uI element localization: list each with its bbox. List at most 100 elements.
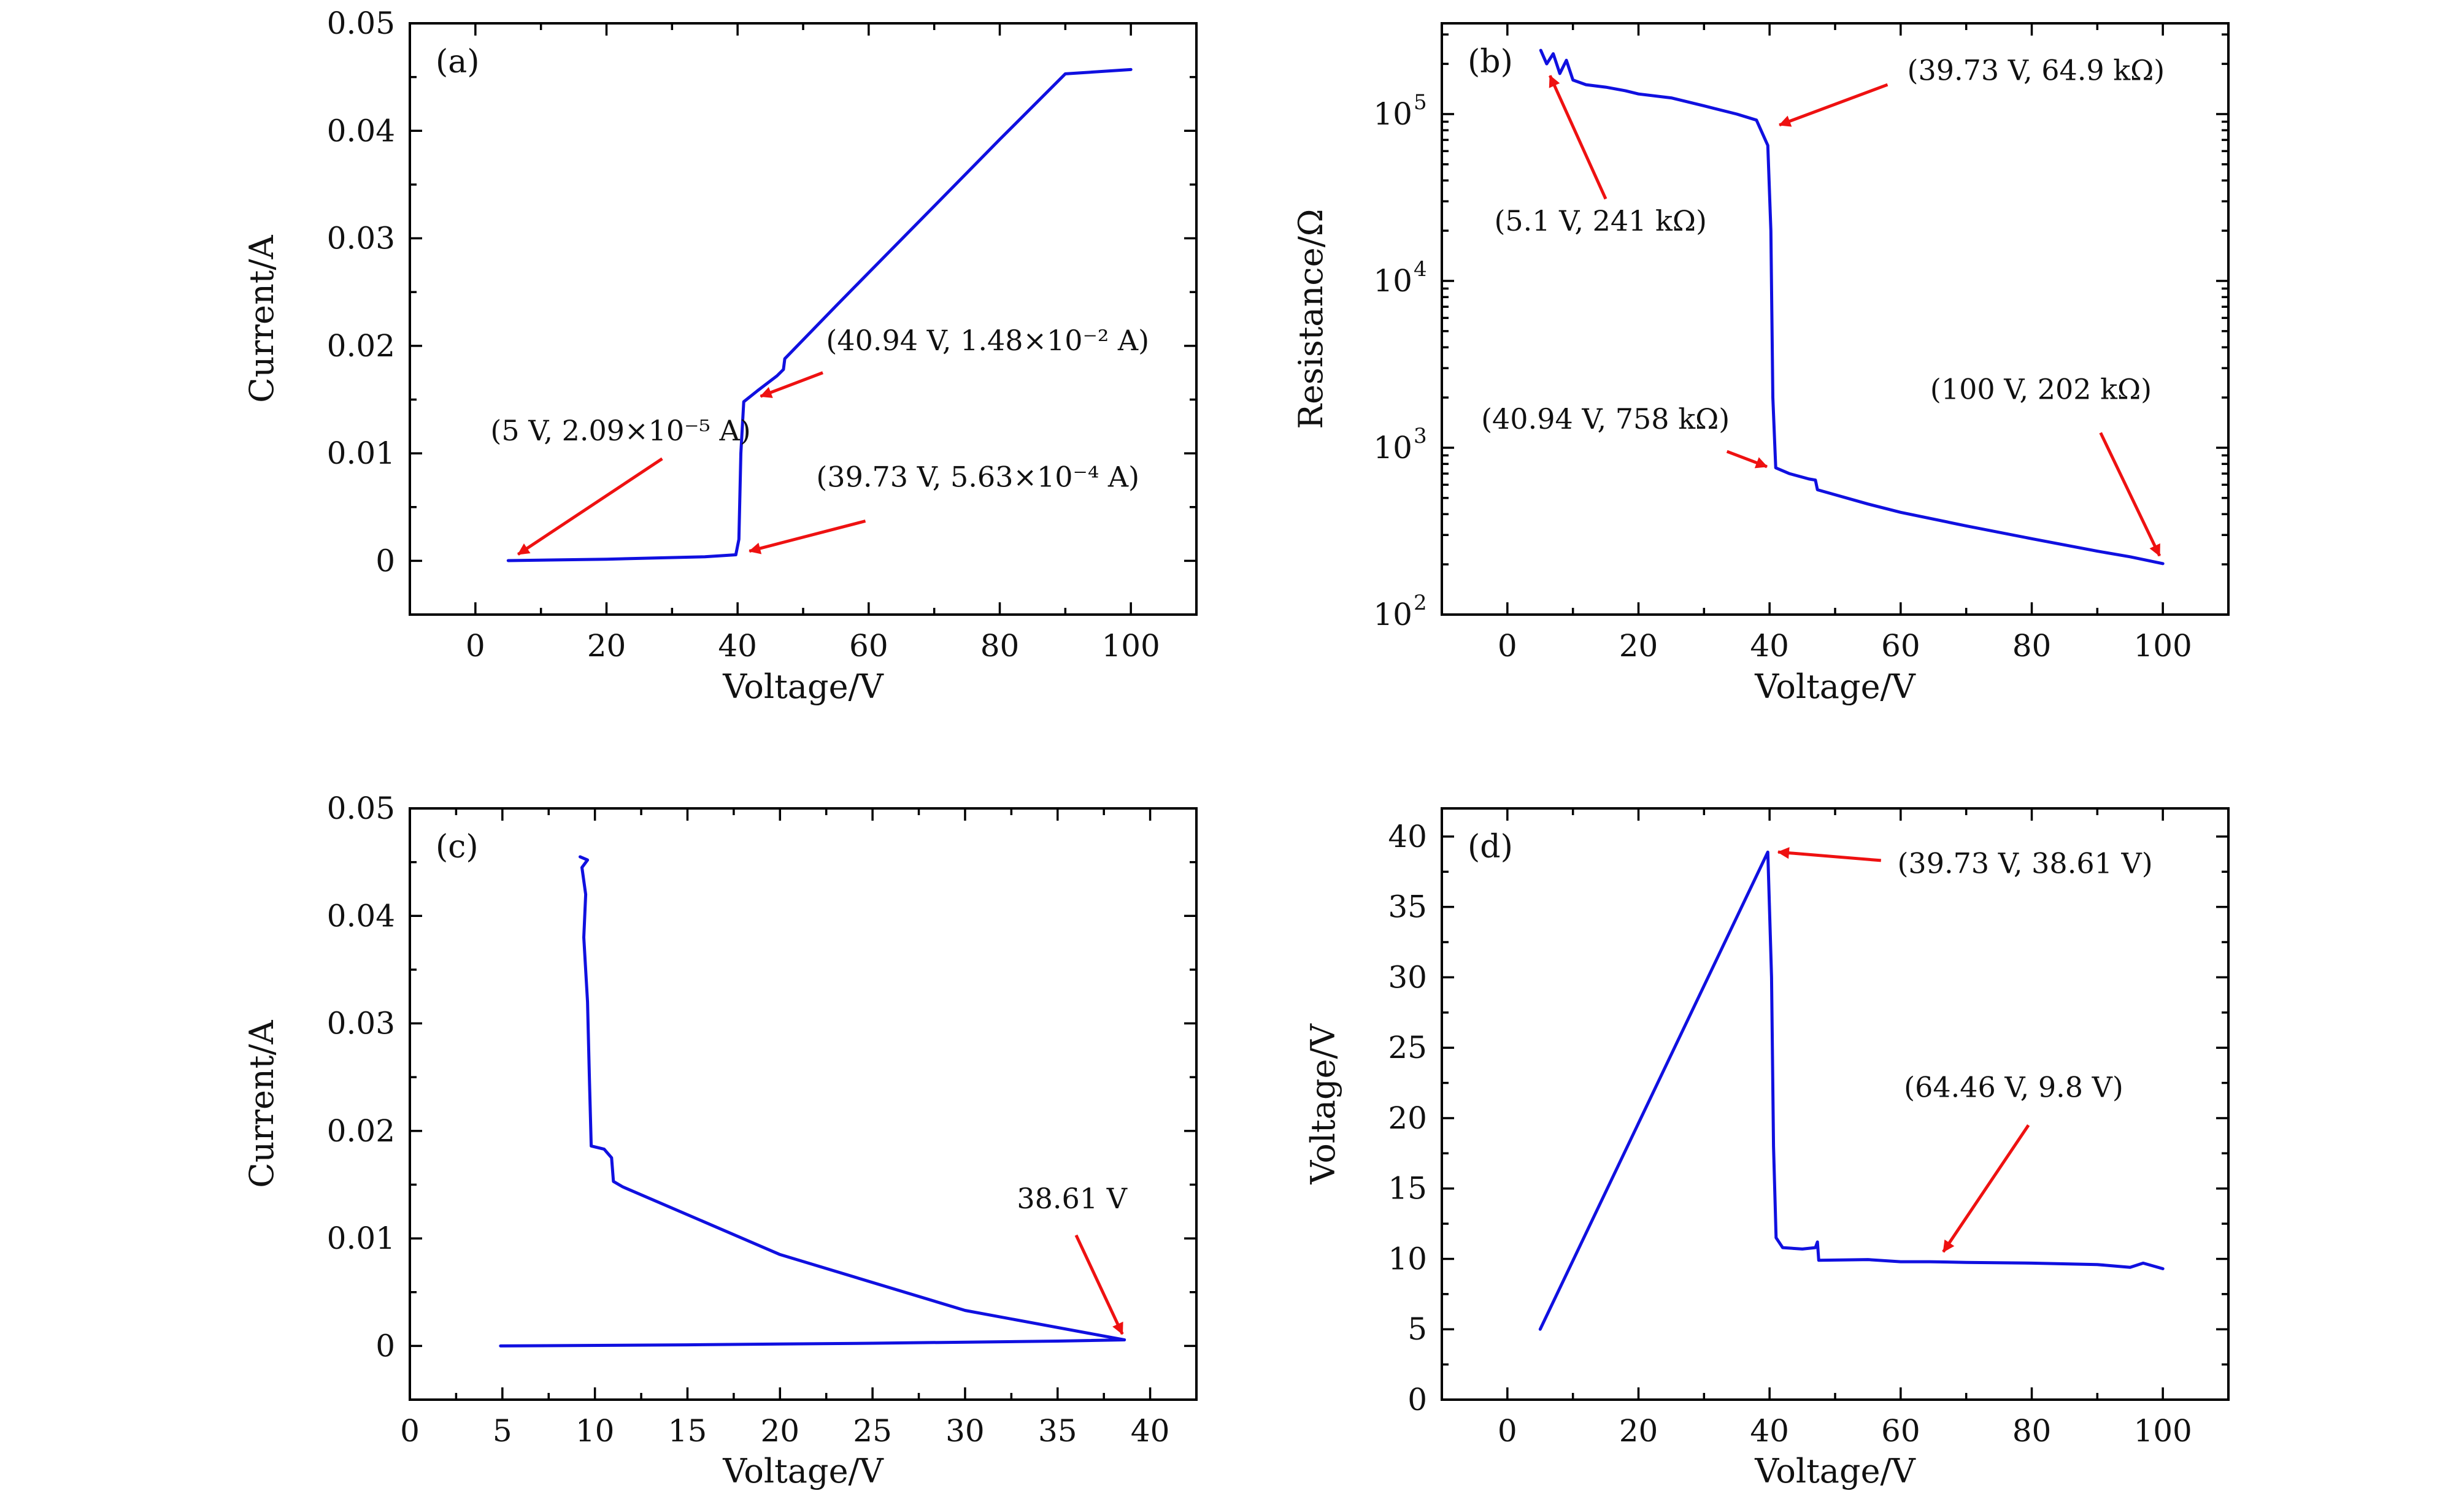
annotation-label: (64.46 V, 9.8 V) [1904, 1071, 2123, 1104]
x-tick-label: 10 [576, 1413, 615, 1449]
x-tick-label: 20 [1619, 1413, 1658, 1449]
annotation-arrow [749, 520, 866, 554]
x-tick-label: 20 [760, 1413, 799, 1449]
series-line-c [499, 855, 1126, 1348]
annotation-arrow [760, 371, 823, 398]
annotation-label: (39.73 V, 5.63×10⁻⁴ A) [816, 460, 1139, 493]
y-tick-exponent: 3 [1414, 424, 1427, 448]
y-tick-label: 10 [1373, 96, 1412, 132]
y-tick-label: 0 [375, 543, 395, 578]
x-tick-label: 0 [400, 1413, 420, 1449]
x-tick-label: 60 [1881, 1413, 1920, 1449]
axes-frame-d [1441, 807, 2230, 1401]
y-tick-label: 0.02 [327, 328, 395, 364]
annotation-label: (100 V, 202 kΩ) [1930, 373, 2152, 406]
y-tick-label: 25 [1388, 1030, 1427, 1065]
y-tick-label: 35 [1388, 889, 1427, 925]
annotation-arrow [1548, 75, 1607, 200]
x-axis-label: Voltage/V [722, 1452, 884, 1490]
y-tick-label: 0.04 [327, 113, 395, 148]
y-tick-label: 0.05 [327, 791, 395, 826]
panel-a-current-vs-voltage: 0 20 40 60 80 100 0 0.01 0.02 0.03 0.04 0.05 Voltage… [242, 6, 1198, 706]
annotation-label: (39.73 V, 64.9 kΩ) [1908, 53, 2165, 86]
series-line-b [1539, 48, 2165, 566]
y-tick-label: 0.01 [327, 435, 395, 471]
x-tick-label: 80 [980, 628, 1020, 664]
x-tick-label: 100 [2133, 1413, 2192, 1449]
series-line-a [506, 67, 1133, 562]
x-tick-label: 0 [1498, 628, 1517, 664]
x-tick-label: 40 [1131, 1413, 1170, 1449]
y-tick-exponent: 5 [1414, 90, 1427, 115]
x-tick-label: 80 [2012, 1413, 2052, 1449]
y-tick-label: 20 [1388, 1100, 1427, 1136]
y-tick-label: 0.04 [327, 898, 395, 934]
x-tick-label: 20 [1619, 628, 1658, 664]
y-tick-label: 0 [375, 1328, 395, 1363]
y-tick-label: 30 [1388, 959, 1427, 995]
y-tick-exponent: 2 [1414, 591, 1427, 615]
x-tick-label: 80 [2012, 628, 2052, 664]
panel-label: (b) [1468, 44, 1513, 80]
x-axis-label: Voltage/V [1754, 1452, 1915, 1490]
annotation-arrow [1074, 1234, 1124, 1335]
x-tick-label: 100 [2133, 628, 2192, 664]
series-line-d [1538, 850, 2165, 1331]
y-axis-label: Current/A [242, 234, 281, 402]
annotation-arrow [1942, 1124, 2030, 1253]
panel-c-current-vs-voltage: 0 5 10 15 20 25 30 35 40 0 0.01 0.02 0.03 0.04 0.05 Vol… [242, 791, 1198, 1490]
y-axis-label: Resistance/Ω [1292, 209, 1330, 429]
panel-label: (a) [436, 44, 480, 80]
y-tick-label: 15 [1388, 1171, 1427, 1206]
y-axis-label: Current/A [242, 1019, 281, 1187]
annotation-label: (5 V, 2.09×10⁻⁵ A) [490, 414, 750, 447]
y-tick-label: 10 [1373, 597, 1412, 632]
annotation-arrow [1777, 847, 1881, 862]
y-tick-label: 40 [1388, 819, 1427, 854]
x-tick-label: 40 [1750, 1413, 1789, 1449]
panel-label: (c) [436, 829, 479, 865]
x-tick-label: 60 [849, 628, 888, 664]
annotation-label: (39.73 V, 38.61 V) [1897, 847, 2152, 880]
x-tick-label: 40 [1750, 628, 1789, 664]
y-tick-label: 10 [1373, 263, 1412, 299]
y-tick-label: 0.03 [327, 1006, 395, 1041]
annotation-arrow [1778, 83, 1888, 127]
annotation-arrow [1726, 450, 1768, 469]
y-tick-label: 0.05 [327, 6, 395, 41]
x-tick-label: 0 [1498, 1413, 1517, 1449]
y-tick-exponent: 4 [1414, 257, 1427, 282]
x-tick-label: 25 [853, 1413, 892, 1449]
x-tick-label: 5 [493, 1413, 512, 1449]
x-tick-label: 15 [668, 1413, 707, 1449]
annotation-label: (40.94 V, 1.48×10⁻² A) [826, 324, 1149, 357]
x-tick-label: 100 [1101, 628, 1160, 664]
y-tick-label: 5 [1407, 1311, 1427, 1347]
y-tick-label: 10 [1388, 1241, 1427, 1276]
x-tick-label: 20 [587, 628, 626, 664]
panel-label: (d) [1468, 829, 1513, 865]
x-tick-label: 40 [718, 628, 757, 664]
panel-d-voltage-vs-voltage: 0 20 40 60 80 1000510152025303540Voltage/VVol… [1304, 807, 2230, 1490]
annotation-arrow [2099, 432, 2162, 557]
annotation-arrow [517, 457, 663, 556]
x-tick-label: 35 [1038, 1413, 1077, 1449]
y-tick-label: 10 [1373, 430, 1412, 466]
y-tick-label: 0.01 [327, 1221, 395, 1256]
annotation-label: 38.61 V [1017, 1182, 1127, 1215]
x-axis-label: Voltage/V [1754, 667, 1915, 706]
x-tick-label: 30 [945, 1413, 985, 1449]
y-tick-label: 0.03 [327, 221, 395, 256]
x-tick-label: 0 [466, 628, 485, 664]
x-tick-label: 60 [1881, 628, 1920, 664]
axes-frame-c [409, 807, 1198, 1401]
x-axis-label: Voltage/V [722, 667, 884, 706]
y-tick-label: 0 [1407, 1382, 1427, 1417]
y-axis-label: Voltage/V [1304, 1023, 1342, 1184]
annotation-label: (5.1 V, 241 kΩ) [1494, 204, 1707, 237]
annotation-label: (40.94 V, 758 kΩ) [1481, 402, 1730, 435]
y-tick-label: 0.02 [327, 1113, 395, 1149]
axes-frame-b [1441, 22, 2230, 616]
